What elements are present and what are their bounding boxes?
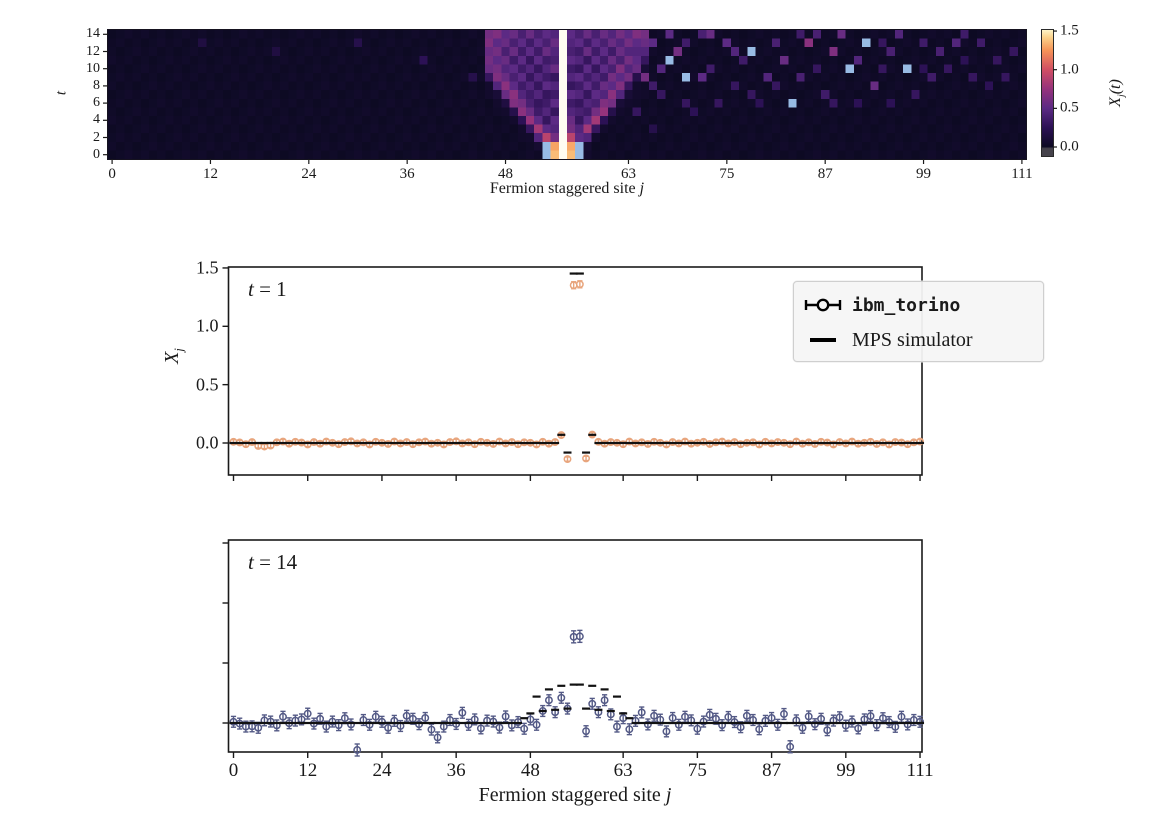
panel-t1-annotation-var: t <box>248 277 254 301</box>
heatmap-x-tick-label: 36 <box>399 166 415 182</box>
scatter-x-tick-label: 0 <box>228 760 239 781</box>
legend-label-mps-simulator: MPS simulator <box>852 328 973 351</box>
heatmap-y-tick-label: 4 <box>93 112 100 128</box>
heatmap-x-tick-label: 99 <box>916 166 932 182</box>
scatter-x-tick-label: 12 <box>298 760 318 781</box>
heatmap-xlabel-main: Fermion staggered site <box>489 180 640 197</box>
heatmap-x-tick-label: 12 <box>202 166 218 182</box>
scatter-y-tick-label: 0.0 <box>196 432 219 453</box>
heatmap-xlabel-var: j <box>639 180 645 197</box>
colorbar-tick-label: 0.5 <box>1060 99 1079 116</box>
heatmap-x-tick-label: 75 <box>719 166 735 182</box>
t1-ylabel: Xj <box>161 348 187 364</box>
heatmap-y-tick-label: 6 <box>93 95 100 111</box>
heatmap-x-tick-label: 0 <box>108 166 116 182</box>
heatmap-x-tick-label: 87 <box>817 166 833 182</box>
heatmap-x-tick-label: 24 <box>301 166 317 182</box>
colorbar-gradient <box>1041 29 1054 157</box>
colorbar-label-suffix: (t) <box>1106 79 1124 95</box>
heatmap-y-tick-label: 12 <box>86 43 100 59</box>
scatter-x-tick-label: 36 <box>446 760 466 781</box>
colorbar-tick-label: 1.0 <box>1060 61 1079 78</box>
heatmap-ylabel-text: t <box>53 90 70 96</box>
t14-xlabel: Fermion staggered site j <box>479 784 672 807</box>
dash-glyph <box>810 338 836 342</box>
panel-t14-annotation: t = 14 <box>248 550 297 575</box>
colorbar-label-sub: j <box>1116 94 1128 98</box>
scatter-y-tick-label: 1.0 <box>196 315 219 336</box>
heatmap-y-tick-label: 8 <box>93 77 100 93</box>
heatmap-xlabel: Fermion staggered site j <box>490 180 644 198</box>
scatter-x-tick-label: 99 <box>836 760 856 781</box>
scatter-x-tick-label: 24 <box>372 760 392 781</box>
panel-t1-annotation: t = 1 <box>248 277 287 302</box>
heatmap-y-tick-label: 2 <box>93 129 100 145</box>
heatmap-x-tick-label: 111 <box>1011 166 1033 182</box>
scatter-y-tick-label: 0.5 <box>196 374 219 395</box>
scatter-y-tick-label: 1.5 <box>196 257 219 278</box>
heatmap-x-tick-label: 48 <box>498 166 514 182</box>
heatmap-x-tick-label: 63 <box>620 166 636 182</box>
errorbar-circle-icon <box>794 295 852 315</box>
scatter-x-tick-label: 48 <box>520 760 540 781</box>
scatter-x-tick-label: 111 <box>906 760 934 781</box>
colorbar-label-main: X <box>1106 97 1124 107</box>
panel-t14-annotation-var: t <box>248 550 254 574</box>
scatter-x-tick-label: 75 <box>687 760 707 781</box>
panel-t14-annotation-rest: = 14 <box>253 550 298 574</box>
heatmap-panel <box>107 29 1027 160</box>
heatmap-y-tick-label: 10 <box>86 60 100 76</box>
t1-ylabel-main: X <box>161 351 183 364</box>
colorbar-tick-label: 1.5 <box>1060 22 1079 39</box>
errorbar-circle-glyph <box>804 298 842 312</box>
legend-item-ibm-torino: ibm_torino <box>794 287 1043 323</box>
t14-xlabel-main: Fermion staggered site <box>478 784 666 806</box>
scatter-x-tick-label: 87 <box>762 760 782 781</box>
t14-xlabel-var: j <box>665 784 672 806</box>
heatmap-y-tick-label: 14 <box>86 26 100 42</box>
heatmap-ylabel: t <box>54 91 71 95</box>
dash-icon <box>794 330 852 350</box>
colorbar-tick-label: 0.0 <box>1060 138 1079 155</box>
heatmap-y-tick-label: 0 <box>93 146 100 162</box>
legend: ibm_torino MPS simulator <box>793 281 1044 362</box>
colorbar-label: Xj(t) <box>1107 79 1127 107</box>
t1-ylabel-sub: j <box>172 348 186 352</box>
scatter-x-tick-label: 63 <box>613 760 633 781</box>
legend-item-mps-simulator: MPS simulator <box>794 322 1043 358</box>
panel-t1-annotation-rest: = 1 <box>253 277 287 301</box>
legend-label-ibm-torino: ibm_torino <box>852 294 961 316</box>
